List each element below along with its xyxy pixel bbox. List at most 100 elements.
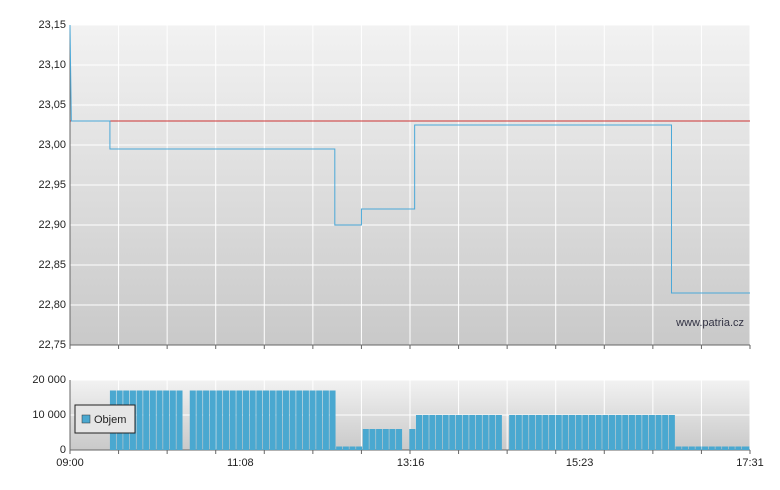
volume-bar bbox=[582, 415, 589, 450]
volume-bar bbox=[163, 390, 170, 450]
y-tick-label: 23,00 bbox=[38, 139, 66, 151]
y-tick-label: 23,15 bbox=[38, 19, 66, 31]
y-tick-label: 10 000 bbox=[32, 409, 66, 421]
volume-bar bbox=[349, 446, 356, 450]
y-tick-label: 22,95 bbox=[38, 179, 66, 191]
volume-bar bbox=[336, 446, 343, 450]
volume-bar bbox=[196, 390, 203, 450]
volume-bar bbox=[602, 415, 609, 450]
volume-bar bbox=[535, 415, 542, 450]
volume-bar bbox=[555, 415, 562, 450]
x-tick-label: 09:00 bbox=[56, 457, 84, 469]
volume-bar bbox=[276, 390, 283, 450]
volume-bar bbox=[635, 415, 642, 450]
volume-bar bbox=[369, 429, 376, 450]
volume-bar bbox=[462, 415, 469, 450]
volume-bar bbox=[176, 390, 183, 450]
volume-bar bbox=[309, 390, 316, 450]
volume-bar bbox=[489, 415, 496, 450]
volume-bar bbox=[648, 415, 655, 450]
volume-bar bbox=[715, 446, 722, 450]
volume-bar bbox=[708, 446, 715, 450]
volume-bar bbox=[442, 415, 449, 450]
y-tick-label: 22,90 bbox=[38, 219, 66, 231]
volume-bar bbox=[702, 446, 709, 450]
volume-bar bbox=[742, 446, 750, 450]
watermark: www.patria.cz bbox=[675, 317, 744, 329]
volume-bar bbox=[482, 415, 489, 450]
volume-bar bbox=[329, 390, 336, 450]
y-tick-label: 23,10 bbox=[38, 59, 66, 71]
volume-bar bbox=[529, 415, 536, 450]
volume-bar bbox=[675, 446, 682, 450]
volume-bar bbox=[469, 415, 476, 450]
y-tick-label: 22,80 bbox=[38, 299, 66, 311]
volume-bar bbox=[156, 390, 163, 450]
volume-bar bbox=[189, 390, 196, 450]
legend-swatch bbox=[81, 414, 91, 424]
volume-bar bbox=[169, 390, 176, 450]
volume-bar bbox=[389, 429, 396, 450]
volume-bar bbox=[615, 415, 622, 450]
volume-bar bbox=[302, 390, 309, 450]
volume-bar bbox=[628, 415, 635, 450]
volume-bar bbox=[475, 415, 482, 450]
volume-bar bbox=[668, 415, 675, 450]
volume-bar bbox=[262, 390, 270, 450]
price-line bbox=[69, 24, 750, 294]
volume-bar bbox=[223, 390, 230, 450]
volume-bar bbox=[688, 446, 695, 450]
volume-bar bbox=[149, 390, 156, 450]
x-tick-label: 11:08 bbox=[227, 457, 254, 469]
volume-bar bbox=[216, 390, 223, 450]
volume-bar bbox=[282, 390, 289, 450]
volume-bar bbox=[136, 390, 143, 450]
volume-bar bbox=[735, 446, 742, 450]
volume-bar bbox=[415, 415, 423, 450]
volume-bar bbox=[569, 415, 576, 450]
volume-bar bbox=[728, 446, 735, 450]
legend: Objem bbox=[74, 404, 136, 434]
volume-bar bbox=[722, 446, 729, 450]
volume-bar bbox=[642, 415, 649, 450]
volume-bar bbox=[515, 415, 522, 450]
volume-bar bbox=[322, 390, 329, 450]
volume-bar bbox=[203, 390, 210, 450]
volume-bar bbox=[409, 429, 416, 450]
x-tick-label: 13:16 bbox=[397, 457, 425, 469]
volume-bar bbox=[256, 390, 263, 450]
volume-bar bbox=[396, 429, 403, 450]
volume-bar bbox=[542, 415, 549, 450]
y-tick-label: 22,75 bbox=[38, 339, 66, 351]
volume-bar bbox=[455, 415, 462, 450]
volume-bar bbox=[209, 390, 216, 450]
y-tick-label: 20 000 bbox=[32, 374, 66, 386]
volume-bar bbox=[429, 415, 436, 450]
volume-bar bbox=[449, 415, 456, 450]
volume-bar bbox=[509, 415, 516, 450]
volume-bar bbox=[522, 415, 529, 450]
volume-bar bbox=[236, 390, 243, 450]
volume-bar bbox=[588, 415, 596, 450]
volume-bar bbox=[595, 415, 602, 450]
y-tick-label: 23,05 bbox=[38, 99, 66, 111]
volume-bar bbox=[356, 446, 363, 450]
volume-bar bbox=[143, 390, 150, 450]
y-tick-label: 22,85 bbox=[38, 259, 66, 271]
volume-bar bbox=[435, 415, 443, 450]
volume-bar bbox=[249, 390, 256, 450]
volume-bar bbox=[562, 415, 569, 450]
legend-label: Objem bbox=[94, 414, 126, 426]
volume-bar bbox=[362, 429, 369, 450]
volume-bar bbox=[575, 415, 582, 450]
volume-bar bbox=[422, 415, 429, 450]
x-tick-label: 17:31 bbox=[736, 457, 764, 469]
volume-bar bbox=[289, 390, 296, 450]
volume-bar bbox=[662, 415, 669, 450]
volume-bar bbox=[376, 429, 383, 450]
y-tick-label: 0 bbox=[60, 444, 66, 456]
volume-bar bbox=[382, 429, 389, 450]
volume-bar bbox=[495, 415, 502, 450]
volume-bar bbox=[682, 446, 689, 450]
volume-bar bbox=[229, 390, 236, 450]
